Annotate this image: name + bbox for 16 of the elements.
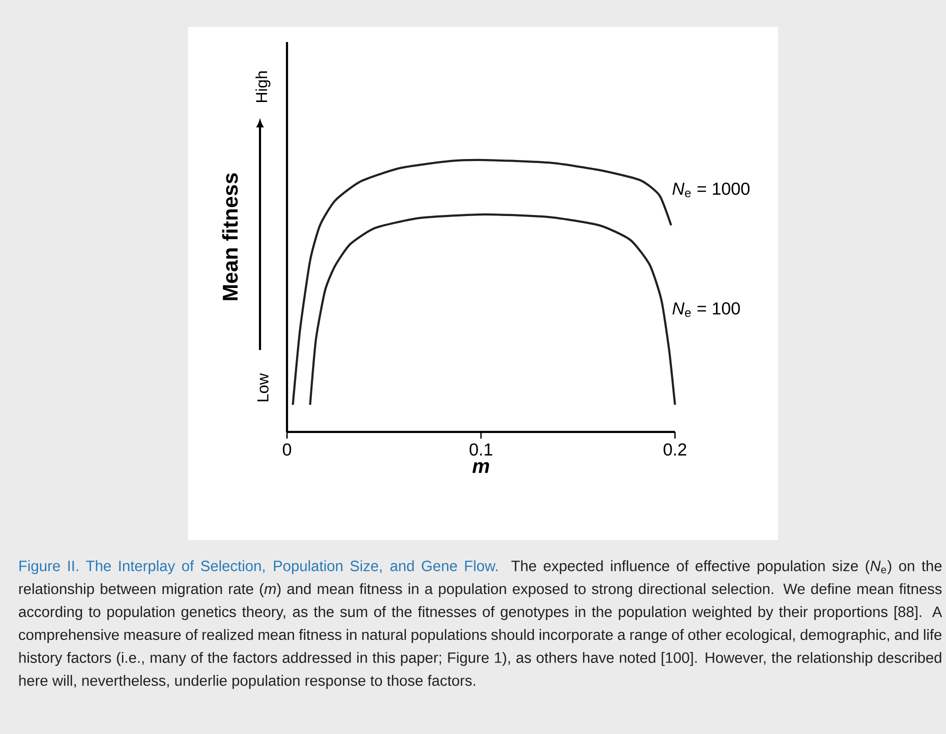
x-tick-label: 0 — [282, 443, 292, 456]
y-axis-title: Mean fitness — [222, 173, 238, 300]
x-tick-label: 0.1 — [470, 443, 492, 456]
text: Figure II. The Interplay of Selection, Population Size, and Gene Flow. — [20, 560, 498, 574]
text: relationship between migration rate (m) and mean fitness in a population exposed to strong directional selection. We define mean fitness — [19, 583, 942, 598]
text: according to population genetics theory, as the sum of the fitnesses of genotypes in the population weighted by their proportions [88]. A — [18, 606, 942, 620]
series-label: N$_{e}$ = 1000 — [672, 182, 750, 198]
x-axis-title: m — [472, 462, 490, 473]
text: comprehensive measure of realized mean fitness in natural populations should incorporate a range of other ecological, demographic, and life — [18, 629, 942, 643]
text: Low — [257, 373, 269, 402]
text: The expected influence of effective population size (N$_{e}$) on the — [511, 560, 942, 574]
text: High — [256, 71, 270, 102]
text: history factors (i.e., many of the factors addressed in this paper; Figure 1), as others have noted [100]. However, the relationship described — [19, 652, 942, 666]
series-label: N$_{e}$ = 100 — [672, 302, 740, 317]
x-tick-label: 0.2 — [664, 443, 686, 456]
text: here will, nevertheless, underlie population response to those factors. — [19, 674, 476, 689]
